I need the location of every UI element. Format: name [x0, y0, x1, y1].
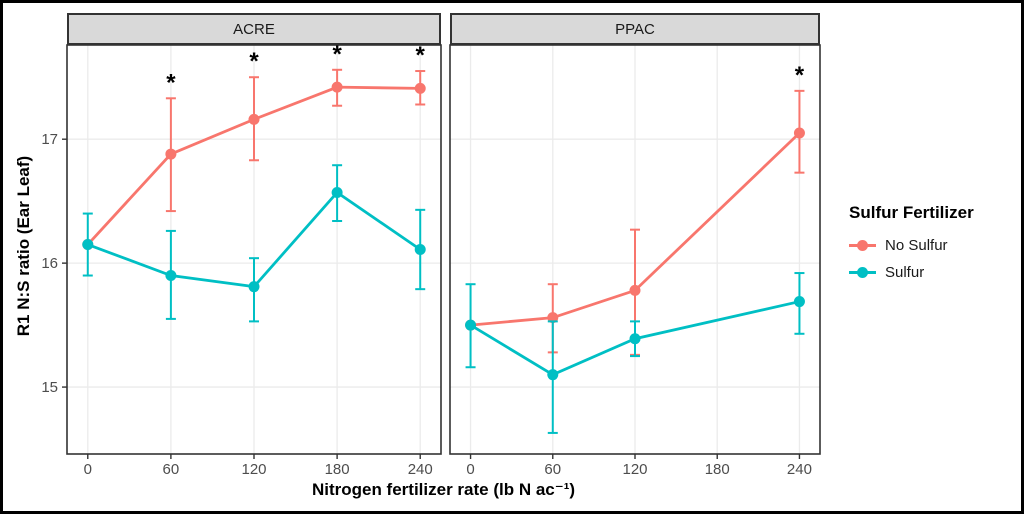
x-tick-label: 240 — [408, 461, 433, 478]
series-sulfur — [465, 272, 805, 434]
x-tick-label: 120 — [241, 461, 266, 478]
data-point-sulfur — [629, 333, 641, 345]
data-point-no-sulfur — [248, 113, 260, 125]
y-tick-label: 17 — [41, 131, 58, 148]
data-point-sulfur — [414, 244, 426, 255]
y-tick-label: 16 — [41, 255, 58, 272]
data-point-no-sulfur — [793, 127, 805, 139]
x-tick-label: 180 — [705, 461, 730, 478]
plot-canvas: 0 60 120 180 240 * * * * 0 60 120 180 240 * 15 16 17 — [41, 41, 821, 478]
data-point-sulfur — [547, 369, 559, 381]
x-axis-title: Nitrogen fertilizer rate (lb N ac⁻¹) — [311, 480, 576, 499]
data-point-sulfur — [465, 319, 477, 331]
y-axis-title: R1 N:S ratio (Ear Leaf) — [14, 155, 33, 337]
significance-asterisk: * — [249, 48, 259, 75]
facet-panel-ppac: 0 60 120 180 240 * — [449, 44, 821, 478]
facet-strip-acre: ACRE — [67, 13, 441, 45]
facet-label-acre: ACRE — [233, 20, 275, 38]
facet-strip-ppac: PPAC — [450, 13, 820, 45]
significance-asterisk: * — [416, 42, 426, 69]
series-line-sulfur — [469, 300, 800, 377]
x-tick-label: 180 — [325, 461, 350, 478]
significance-asterisk: * — [166, 69, 176, 96]
data-point-sulfur — [248, 281, 260, 293]
significance-asterisk: * — [795, 62, 805, 89]
x-tick-label: 0 — [84, 461, 92, 478]
legend: Sulfur Fertilizer No Sulfur Sulfur — [849, 203, 974, 291]
data-point-no-sulfur — [165, 148, 177, 160]
legend-item-label-no-sulfur: No Sulfur — [885, 237, 948, 254]
sulfur-key-icon — [849, 266, 876, 280]
series-sulfur — [82, 164, 426, 323]
series-line-no-sulfur — [470, 131, 801, 327]
significance-asterisk: * — [332, 41, 342, 68]
data-point-no-sulfur — [414, 82, 426, 94]
data-point-no-sulfur — [629, 284, 641, 296]
x-tick-label: 0 — [466, 461, 474, 478]
legend-item-sulfur: Sulfur — [849, 264, 974, 281]
data-point-sulfur — [793, 296, 805, 308]
legend-title: Sulfur Fertilizer — [849, 203, 974, 222]
data-point-sulfur — [165, 270, 177, 282]
legend-item-label-sulfur: Sulfur — [885, 264, 925, 281]
data-point-sulfur — [82, 239, 94, 251]
legend-item-no-sulfur: No Sulfur — [849, 237, 974, 254]
x-tick-label: 240 — [787, 461, 812, 478]
x-tick-label: 60 — [544, 461, 561, 478]
x-tick-label: 120 — [622, 461, 647, 478]
facet-label-ppac: PPAC — [615, 20, 655, 38]
no-sulfur-key-icon — [849, 239, 876, 253]
data-point-sulfur — [331, 186, 343, 198]
x-tick-label: 60 — [163, 461, 180, 478]
y-tick-label: 15 — [41, 379, 58, 396]
facet-panel-acre: 0 60 120 180 240 * * * * — [66, 41, 442, 478]
data-point-no-sulfur — [331, 81, 343, 93]
